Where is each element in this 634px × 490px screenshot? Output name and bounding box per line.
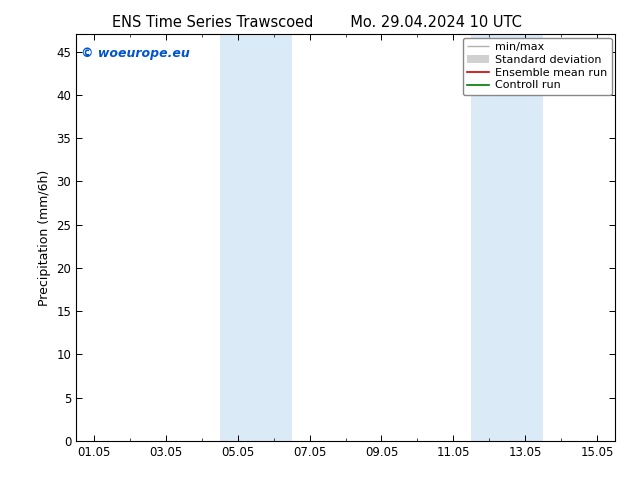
Bar (220, 34, 292, 441)
Bar (471, 34, 543, 441)
Text: ENS Time Series Trawscoed        Mo. 29.04.2024 10 UTC: ENS Time Series Trawscoed Mo. 29.04.2024… (112, 15, 522, 30)
Legend: min/max, Standard deviation, Ensemble mean run, Controll run: min/max, Standard deviation, Ensemble me… (463, 38, 612, 95)
Y-axis label: Precipitation (mm/6h): Precipitation (mm/6h) (38, 170, 51, 306)
Text: © woeurope.eu: © woeurope.eu (81, 47, 190, 59)
